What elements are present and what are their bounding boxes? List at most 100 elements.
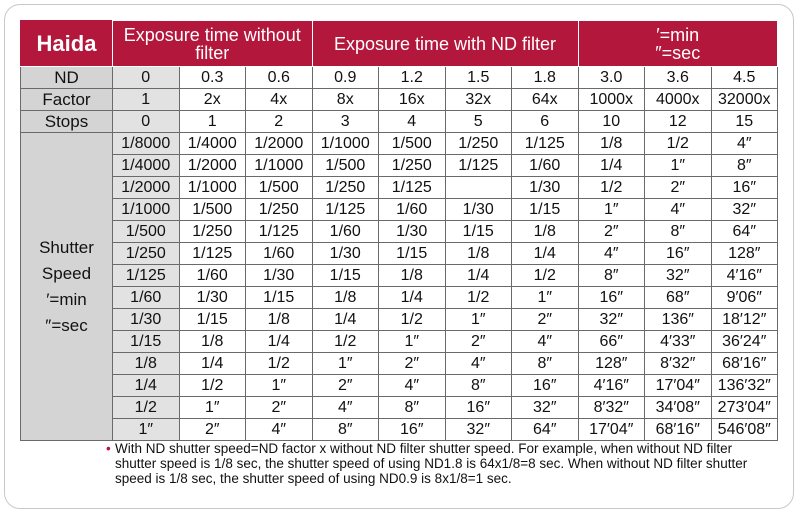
cell: 4′33″ xyxy=(644,330,712,353)
cell: 546′08″ xyxy=(710,418,778,441)
cell: 1/15 xyxy=(444,220,512,243)
cell: 8″ xyxy=(444,374,512,397)
shutter-label-line: ′=min xyxy=(46,289,87,309)
cell: 1″ xyxy=(112,418,180,441)
cell: 1/4 xyxy=(112,374,180,397)
cell: 1/15 xyxy=(311,264,379,287)
cell: 5 xyxy=(444,110,512,133)
cell: 2″ xyxy=(311,374,379,397)
cell: 1/8 xyxy=(178,330,246,353)
cell: 1/2000 xyxy=(178,154,246,177)
cell: 1/4 xyxy=(378,286,446,309)
cell: 1/1000 xyxy=(178,176,246,199)
header-row: Haida Exposure time without filter Exposur… xyxy=(20,20,778,67)
cell: 1″ xyxy=(178,396,246,419)
cell: 8x xyxy=(311,88,379,111)
cell: 4″ xyxy=(511,330,579,353)
top-row: ND 0 0.3 0.6 0.9 1.2 1.5 1.8 3.0 3.6 4.5 xyxy=(20,66,778,89)
cell: 1/4 xyxy=(577,154,645,177)
cell: 64″ xyxy=(511,418,579,441)
cell: 2 xyxy=(245,110,313,133)
cell: 32″ xyxy=(644,264,712,287)
shutter-row: 1/60 1/30 1/15 1/8 1/4 1/2 1″ 16″ 68″ 9′06″ xyxy=(21,286,778,309)
cell: 16″ xyxy=(378,418,446,441)
cell: 4′16″ xyxy=(710,264,778,287)
cell: 1/125 xyxy=(245,220,313,243)
cell: 1/250 xyxy=(378,154,446,177)
cell: 66″ xyxy=(577,330,645,353)
row-label: ND xyxy=(20,66,113,89)
cell: 1/15 xyxy=(511,198,579,221)
cell: 1/8 xyxy=(311,286,379,309)
cell: 16x xyxy=(378,88,446,111)
cell: 1/4 xyxy=(511,242,579,265)
card-border xyxy=(4,4,794,509)
cell: 1″ xyxy=(644,154,712,177)
cell: 136′32″ xyxy=(710,374,778,397)
cell: 1/4000 xyxy=(112,154,180,177)
cell: 1/8 xyxy=(245,308,313,331)
shutter-label-line: Shutter xyxy=(39,237,94,257)
shutter-row: 1/500 1/250 1/125 1/60 1/30 1/15 1/8 2″ 8″ 64″ xyxy=(21,220,778,243)
shutter-row: 1/4000 1/2000 1/1000 1/500 1/250 1/125 1/60 1/4… xyxy=(21,154,778,177)
cell: 3.6 xyxy=(644,66,712,89)
shutter-label-line: Speed xyxy=(41,263,92,283)
cell: 1/30 xyxy=(378,220,446,243)
footnote: • With ND shutter speed=ND factor x witho… xyxy=(106,441,775,486)
cell: 8′32″ xyxy=(577,396,645,419)
cell: 36′24″ xyxy=(710,330,778,353)
cell: 34′08″ xyxy=(644,396,712,419)
cell: 1/30 xyxy=(311,242,379,265)
cell: 1/1000 xyxy=(311,132,379,155)
cell: 1/250 xyxy=(178,220,246,243)
cell: 1/500 xyxy=(245,176,313,199)
cell: 1/500 xyxy=(378,132,446,155)
cell: 1/500 xyxy=(311,154,379,177)
cell: 1/60 xyxy=(178,264,246,287)
cell: 15 xyxy=(710,110,778,133)
cell: 1/30 xyxy=(511,176,579,199)
cell: 1/125 xyxy=(511,132,579,155)
cell: 9′06″ xyxy=(710,286,778,309)
shutter-row: 1/125 1/60 1/30 1/15 1/8 1/4 1/2 8″ 32″ 4′16″ xyxy=(21,264,778,287)
cell: 1/30 xyxy=(178,286,246,309)
cell: 1/60 xyxy=(378,198,446,221)
cell: 1″ xyxy=(511,286,579,309)
cell: 64x xyxy=(511,88,579,111)
cell: 1/125 xyxy=(378,176,446,199)
cell: 12 xyxy=(644,110,712,133)
cell: 1/250 xyxy=(245,198,313,221)
cell: 6 xyxy=(511,110,579,133)
cell: 1/2 xyxy=(511,264,579,287)
cell: 16″ xyxy=(710,176,778,199)
cell: 1″ xyxy=(378,330,446,353)
cell: 1/4 xyxy=(178,352,246,375)
shutter-row: 1/8 1/4 1/2 1″ 2″ 4″ 8″ 128″ 8′32″ 68′16″ xyxy=(21,352,778,375)
cell: 17′04″ xyxy=(644,374,712,397)
cell: 1/500 xyxy=(178,198,246,221)
row-label: Stops xyxy=(20,110,113,133)
cell: 1/8000 xyxy=(112,132,180,155)
cell: 1/60 xyxy=(112,286,180,309)
cell: 8′32″ xyxy=(644,352,712,375)
cell: 1″ xyxy=(245,374,313,397)
cell: 16″ xyxy=(511,374,579,397)
cell: 1/2000 xyxy=(112,176,180,199)
cell: 1/60 xyxy=(245,242,313,265)
cell: 2″ xyxy=(178,418,246,441)
cell: 1/250 xyxy=(112,242,180,265)
cell: 1/2 xyxy=(311,330,379,353)
cell: 68″ xyxy=(644,286,712,309)
unit-line: ″=sec xyxy=(655,42,701,63)
cell: 68′16″ xyxy=(644,418,712,441)
cell: 1/15 xyxy=(378,242,446,265)
cell: 1/1000 xyxy=(245,154,313,177)
nd-table: Haida Exposure time without filter Exposur… xyxy=(20,20,778,441)
cell: 32″ xyxy=(577,308,645,331)
header-units: ′=min ″=sec xyxy=(577,20,778,67)
cell: 3 xyxy=(311,110,379,133)
cell: 4x xyxy=(245,88,313,111)
shutter-row: Shutter Speed ′=min ″=sec 1/8000 1/4000 1/2000… xyxy=(20,132,778,441)
cell: 1.5 xyxy=(444,66,512,89)
cell: 18′12″ xyxy=(710,308,778,331)
